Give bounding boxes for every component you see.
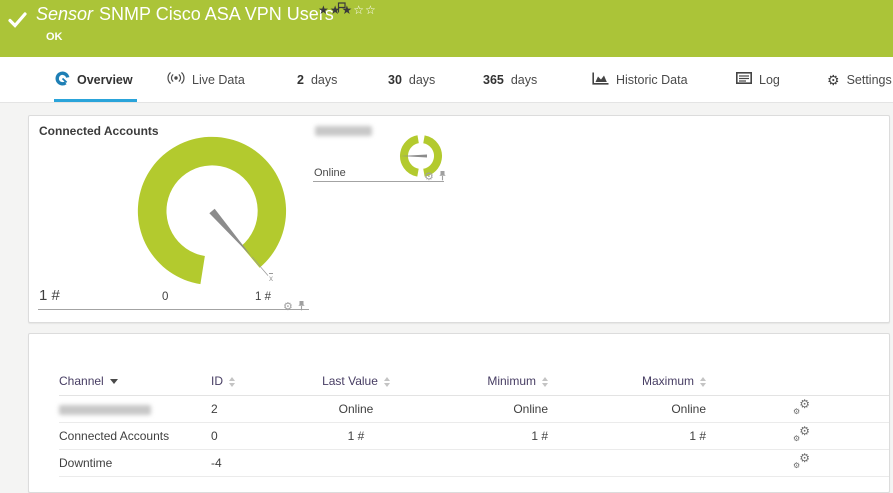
channel-settings-gears-icon[interactable]: ⚙ ⚙ (793, 397, 810, 416)
tab-log[interactable]: Log (736, 57, 780, 102)
tab-number: 365 (483, 72, 504, 87)
column-header-last-value[interactable]: Last Value (301, 370, 411, 396)
tab-label: days (408, 72, 436, 87)
status-donut-gauge (400, 135, 442, 177)
gear-icon[interactable]: ⚙ (424, 170, 434, 183)
tab-label: Historic Data (616, 72, 688, 87)
table-row: Connected Accounts 0 1 # 1 # 1 # ⚙ ⚙ (59, 422, 889, 450)
table-row: 2 Online Online Online ⚙ ⚙ (59, 395, 889, 423)
status-gauge-value: Online (314, 167, 346, 179)
area-chart-icon (592, 72, 609, 88)
priority-flag-icon[interactable] (337, 0, 346, 18)
tab-label: days (310, 72, 338, 87)
actions-cell: ⚙ ⚙ (714, 395, 889, 423)
column-header-channel[interactable]: Channel (59, 370, 211, 396)
last-value-cell (301, 449, 411, 477)
filled-stars[interactable]: ★★★ (318, 3, 354, 17)
channel-name-cell (59, 395, 211, 423)
column-header-id[interactable]: ID (211, 370, 301, 396)
gauge-tile-actions: ⚙ (283, 298, 306, 316)
id-cell: 0 (211, 422, 301, 450)
minimum-cell: 1 # (411, 422, 556, 450)
gauge-scale-max: 1 # (255, 291, 271, 303)
empty-stars[interactable]: ☆☆ (353, 3, 377, 17)
sort-icon (700, 376, 706, 387)
actions-cell: ⚙ ⚙ (714, 449, 889, 477)
gauge-scale-min: 0 (162, 291, 169, 303)
id-cell: 2 (211, 395, 301, 423)
mean-marker-icon: x (269, 273, 273, 283)
gauge-title: Connected Accounts (39, 124, 159, 138)
tab-live-data[interactable]: Live Data (167, 57, 245, 102)
priority-stars[interactable]: ★★★☆☆ (318, 3, 377, 17)
broadcast-icon (167, 72, 185, 87)
tab-label: Overview (77, 72, 133, 87)
last-value-cell: 1 # (301, 422, 411, 450)
tab-label: days (510, 72, 538, 87)
gauge-baseline (38, 309, 309, 310)
tab-30-days[interactable]: 30 days (388, 57, 435, 102)
table-row: Downtime -4 ⚙ ⚙ (59, 449, 889, 477)
tab-label: Live Data (192, 72, 245, 87)
channel-table-panel: Channel ID Last Value Minimum Maximum 2 … (28, 333, 890, 493)
column-header-minimum[interactable]: Minimum (411, 370, 556, 396)
tab-number: 2 (297, 72, 304, 87)
tab-2-days[interactable]: 2 days (297, 57, 337, 102)
maximum-cell (556, 449, 714, 477)
redacted-channel-title (315, 126, 372, 136)
sort-icon (542, 376, 548, 387)
sensor-title-row: Sensor SNMP Cisco ASA VPN Users (36, 2, 346, 25)
tab-label: Settings (846, 72, 892, 87)
gauge-current-value: 1 # (39, 287, 60, 304)
gauge-icon (55, 70, 70, 89)
gauge-baseline (313, 181, 444, 182)
column-header-maximum[interactable]: Maximum (556, 370, 714, 396)
channel-table: Channel ID Last Value Minimum Maximum 2 … (59, 370, 889, 477)
minimum-cell (411, 449, 556, 477)
table-header-row: Channel ID Last Value Minimum Maximum (59, 370, 889, 396)
tab-label: Log (759, 72, 780, 87)
connected-accounts-gauge (137, 136, 287, 285)
minimum-cell: Online (411, 395, 556, 423)
channel-settings-gears-icon[interactable]: ⚙ ⚙ (793, 451, 810, 470)
sensor-status-header: Sensor SNMP Cisco ASA VPN Users ★★★☆☆ OK (0, 0, 893, 57)
gear-icon: ⚙ (827, 71, 840, 88)
sort-desc-icon (109, 379, 118, 385)
sort-icon (383, 376, 390, 387)
sort-icon (229, 376, 235, 387)
tab-overview[interactable]: Overview (54, 57, 137, 102)
maximum-cell: Online (556, 395, 714, 423)
tab-365-days[interactable]: 365 days (483, 57, 537, 102)
maximum-cell: 1 # (556, 422, 714, 450)
channel-name-cell: Downtime (59, 449, 211, 477)
gear-icon[interactable]: ⚙ (283, 300, 293, 313)
tab-bar: Overview Live Data 2 days 30 days 365 da… (0, 57, 893, 103)
channel-name-cell: Connected Accounts (59, 422, 211, 450)
actions-cell: ⚙ ⚙ (714, 422, 889, 450)
log-icon (736, 72, 752, 87)
tab-historic-data[interactable]: Historic Data (592, 57, 688, 102)
pin-icon[interactable] (438, 168, 447, 186)
tab-number: 30 (388, 72, 402, 87)
column-header-actions (714, 370, 889, 396)
gauge-tile-actions: ⚙ (424, 168, 447, 186)
status-badge: OK (46, 31, 63, 43)
pin-icon[interactable] (297, 298, 306, 316)
id-cell: -4 (211, 449, 301, 477)
tab-settings[interactable]: ⚙ Settings (827, 57, 892, 102)
overview-gauges-panel: Connected Accounts 1 # 0 1 # x ⚙ Online … (28, 115, 890, 323)
ok-check-icon (8, 12, 27, 33)
page-title: SNMP Cisco ASA VPN Users (99, 4, 334, 24)
redacted-channel-name (59, 404, 151, 415)
channel-settings-gears-icon[interactable]: ⚙ ⚙ (793, 424, 810, 443)
last-value-cell: Online (301, 395, 411, 423)
object-kind-label: Sensor (36, 4, 94, 24)
